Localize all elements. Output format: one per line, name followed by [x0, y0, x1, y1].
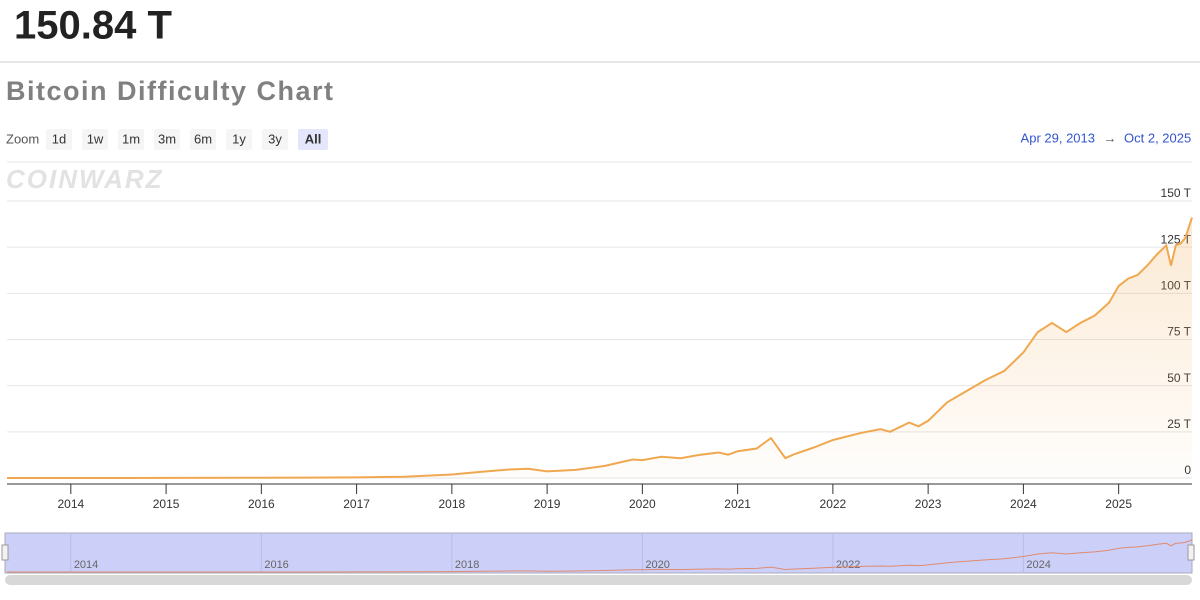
range-to[interactable]: Oct 2, 2025	[1124, 130, 1191, 145]
zoom-button-label[interactable]: 6m	[194, 131, 212, 146]
zoom-button[interactable]	[298, 129, 328, 150]
zoom-button[interactable]	[46, 129, 72, 150]
range-arrow: →	[1104, 130, 1117, 145]
x-tick-label: 2017	[343, 497, 370, 511]
zoom-button[interactable]	[262, 129, 288, 150]
x-tick-label: 2022	[820, 497, 847, 511]
zoom-button-label[interactable]: 3m	[158, 131, 176, 146]
zoom-button-label[interactable]: All	[305, 131, 322, 146]
x-tick-label: 2024	[1010, 497, 1037, 511]
range-from[interactable]: Apr 29, 2013	[1021, 130, 1095, 145]
scrollbar[interactable]	[5, 575, 1192, 585]
header-value: 150.84 T	[14, 4, 172, 48]
zoom-button-label[interactable]: 1y	[232, 131, 246, 146]
x-tick-label: 2025	[1105, 497, 1132, 511]
navigator-label: 2016	[264, 559, 288, 571]
y-tick-label: 150 T	[1161, 186, 1192, 200]
navigator-line	[7, 539, 1193, 573]
x-tick-label: 2018	[438, 497, 465, 511]
chart-title: Bitcoin Difficulty Chart	[6, 76, 335, 106]
zoom-button-label[interactable]: 3y	[268, 131, 282, 146]
navigator-label: 2024	[1026, 559, 1050, 571]
navigator-handle[interactable]	[1, 544, 9, 561]
zoom-button[interactable]	[190, 129, 216, 150]
x-tick-label: 2019	[534, 497, 561, 511]
zoom-buttons: 1d 1w 1m 3m 6m 1y 3y All	[46, 129, 328, 150]
navigator[interactable]	[4, 532, 1193, 574]
x-tick-label: 2015	[153, 497, 180, 511]
navigator-label: 2020	[645, 559, 669, 571]
x-tick-label: 2014	[57, 497, 84, 511]
zoom-button-label[interactable]: 1m	[122, 131, 140, 146]
zoom-button[interactable]	[82, 129, 108, 150]
zoom-button-label[interactable]: 1w	[87, 131, 104, 146]
x-tick-label: 2021	[724, 497, 751, 511]
watermark: COINWARZ	[6, 164, 164, 194]
x-tick-label: 2020	[629, 497, 656, 511]
zoom-button-label[interactable]: 1d	[52, 131, 66, 146]
zoom-button[interactable]	[118, 129, 144, 150]
navigator-label: 2018	[455, 559, 479, 571]
area	[7, 217, 1192, 478]
x-tick-label: 2016	[248, 497, 275, 511]
zoom-label: Zoom	[6, 131, 39, 146]
x-tick-label: 2023	[915, 497, 942, 511]
zoom-button[interactable]	[226, 129, 252, 150]
line	[7, 217, 1193, 479]
navigator-handle[interactable]	[1187, 544, 1195, 561]
zoom-button[interactable]	[154, 129, 180, 150]
navigator-label: 2022	[836, 559, 860, 571]
navigator-label: 2014	[74, 559, 98, 571]
